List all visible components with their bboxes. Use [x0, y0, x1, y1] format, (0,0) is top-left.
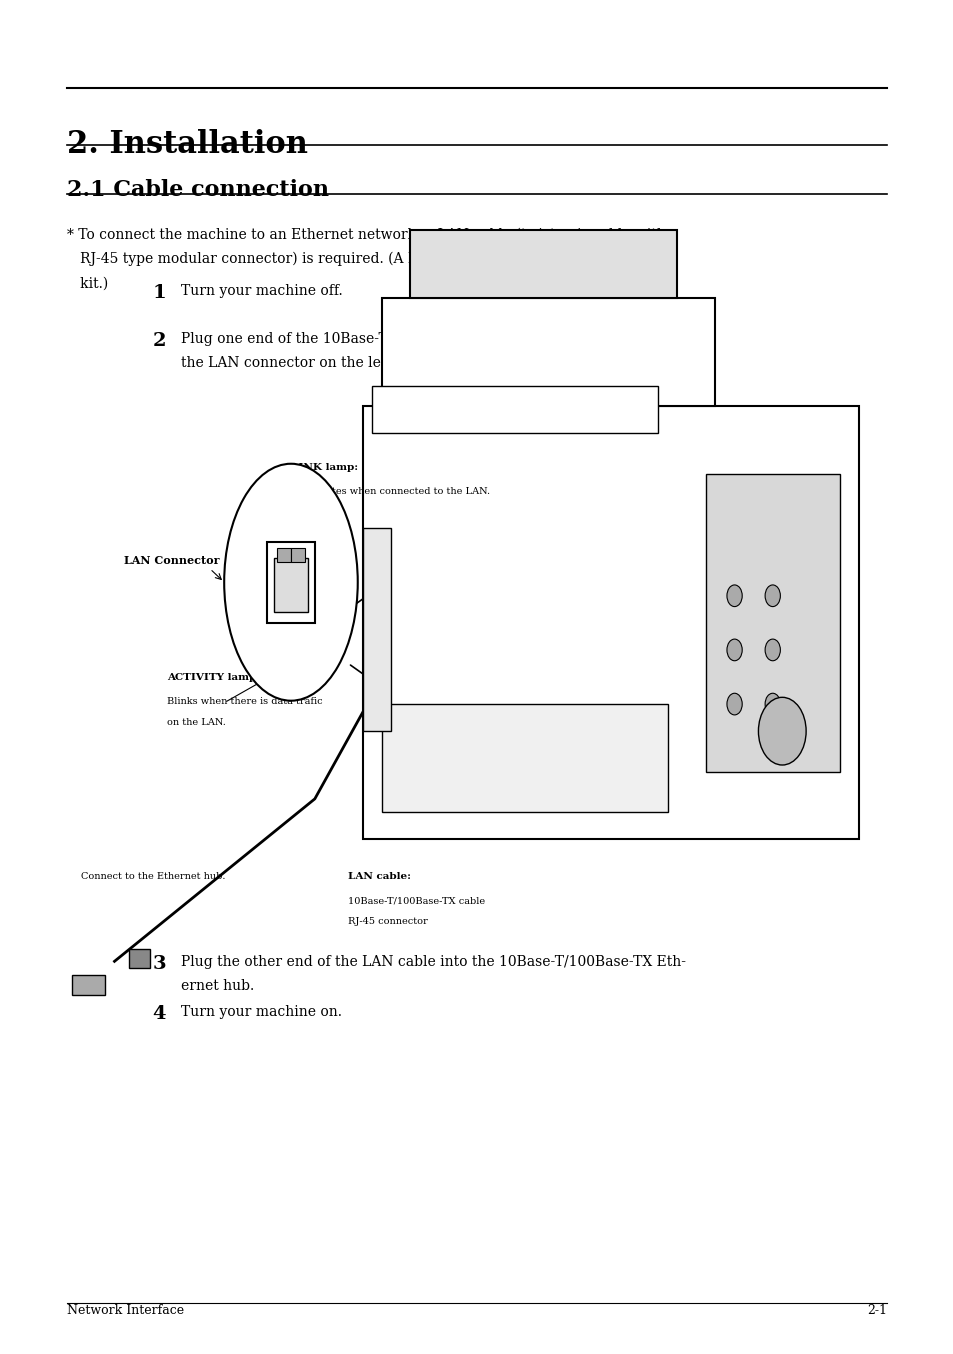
Circle shape — [726, 693, 741, 715]
Text: 2: 2 — [152, 332, 166, 349]
Text: ernet hub.: ernet hub. — [181, 979, 254, 992]
FancyBboxPatch shape — [71, 975, 105, 995]
Circle shape — [764, 693, 780, 715]
Text: Illuminates when connected to the LAN.: Illuminates when connected to the LAN. — [291, 487, 490, 497]
Text: Network Interface: Network Interface — [67, 1304, 184, 1317]
Text: kit.): kit.) — [67, 276, 108, 290]
Text: Connect to the Ethernet hub.: Connect to the Ethernet hub. — [81, 872, 225, 881]
Text: RJ-45 connector: RJ-45 connector — [348, 917, 428, 926]
Text: ACTIVITY lamp:: ACTIVITY lamp: — [167, 673, 260, 682]
Text: LAN Connector: LAN Connector — [124, 555, 219, 566]
FancyBboxPatch shape — [381, 298, 715, 406]
Text: the LAN connector on the left side of the machine.: the LAN connector on the left side of th… — [181, 356, 538, 370]
FancyBboxPatch shape — [362, 406, 858, 839]
Text: 1: 1 — [152, 284, 166, 302]
Text: 10Base-T/100Base-TX cable: 10Base-T/100Base-TX cable — [348, 896, 485, 906]
Circle shape — [764, 639, 780, 661]
Text: 4: 4 — [152, 1005, 166, 1022]
Text: LINK lamp:: LINK lamp: — [291, 463, 357, 473]
Text: Plug the other end of the LAN cable into the 10Base-T/100Base-TX Eth-: Plug the other end of the LAN cable into… — [181, 955, 685, 968]
Text: RJ-45 type modular connector) is required. (A LAN cable is not included with thi: RJ-45 type modular connector) is require… — [67, 252, 655, 267]
Text: 2.1 Cable connection: 2.1 Cable connection — [67, 179, 329, 200]
Text: Turn your machine off.: Turn your machine off. — [181, 284, 343, 298]
Text: LAN cable:: LAN cable: — [348, 872, 411, 881]
Text: 2-1: 2-1 — [866, 1304, 886, 1317]
FancyBboxPatch shape — [381, 704, 667, 812]
Ellipse shape — [224, 463, 357, 701]
FancyBboxPatch shape — [267, 542, 314, 623]
FancyBboxPatch shape — [274, 558, 308, 612]
FancyBboxPatch shape — [129, 949, 150, 968]
Circle shape — [726, 585, 741, 607]
Circle shape — [764, 585, 780, 607]
Text: * To connect the machine to an Ethernet network, a LAN cable (twist pair cable w: * To connect the machine to an Ethernet … — [67, 227, 665, 242]
Text: Blinks when there is data trafic: Blinks when there is data trafic — [167, 697, 322, 707]
Text: 2. Installation: 2. Installation — [67, 129, 308, 160]
FancyBboxPatch shape — [362, 528, 391, 731]
Text: on the LAN.: on the LAN. — [167, 718, 226, 727]
FancyBboxPatch shape — [276, 548, 291, 562]
FancyBboxPatch shape — [291, 548, 305, 562]
FancyBboxPatch shape — [705, 474, 839, 772]
Circle shape — [726, 639, 741, 661]
Text: 3: 3 — [152, 955, 166, 972]
Text: Plug one end of the 10Base-T/100Base-TX LAN cable (category 5) into: Plug one end of the 10Base-T/100Base-TX … — [181, 332, 676, 347]
FancyBboxPatch shape — [410, 230, 677, 298]
Circle shape — [758, 697, 805, 765]
Text: Turn your machine on.: Turn your machine on. — [181, 1005, 342, 1018]
FancyBboxPatch shape — [372, 386, 658, 433]
